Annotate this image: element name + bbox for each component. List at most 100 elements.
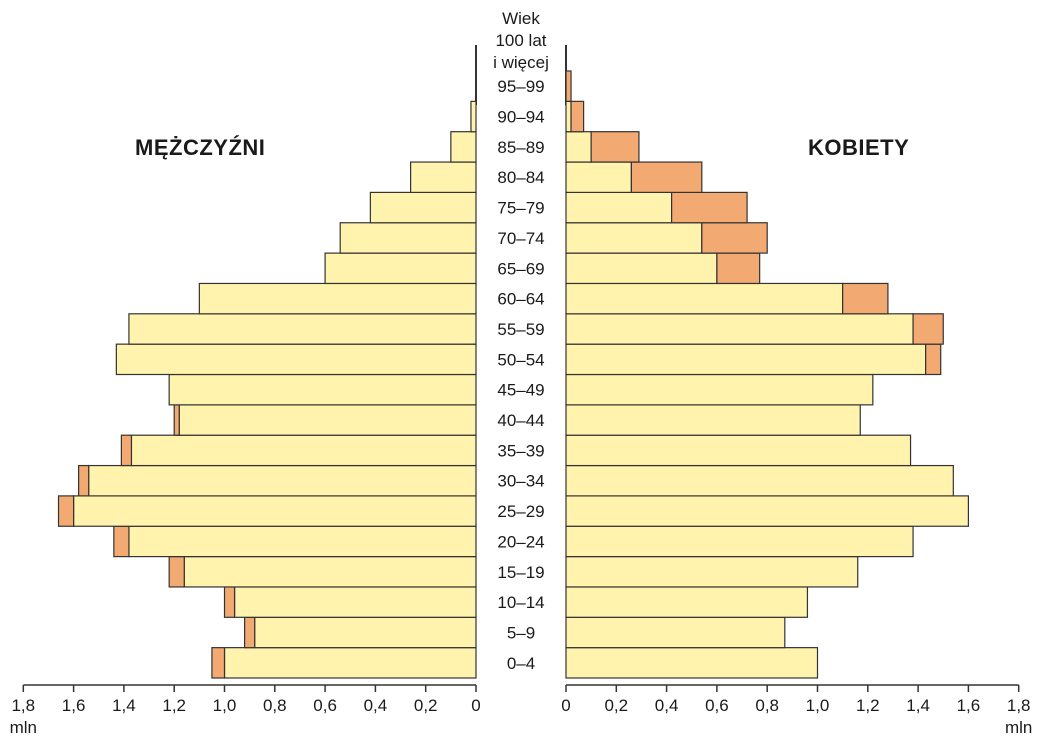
male-excess-bar-30–34 [78, 464, 90, 497]
male-bar-50–54 [115, 343, 477, 376]
female-excess-bar-75–79 [671, 191, 748, 224]
age-label-60–64: 60–64 [497, 290, 544, 309]
right-tick-label-6: 1,2 [856, 696, 880, 715]
age-label-85–89: 85–89 [497, 138, 544, 157]
age-label-30–34: 30–34 [497, 472, 544, 491]
right-tick-label-0: 0 [561, 696, 570, 715]
male-excess-bar-20–24 [113, 525, 130, 558]
male-bar-20–24 [128, 525, 477, 558]
left-tick-label-1: 1,6 [62, 696, 86, 715]
right-tick-label-7: 1,4 [906, 696, 930, 715]
female-excess-bar-95–99 [565, 70, 572, 102]
age-label-80–84: 80–84 [497, 168, 544, 187]
age-label-35–39: 35–39 [497, 441, 544, 460]
female-bar-70–74 [565, 222, 703, 254]
age-label-65–69: 65–69 [497, 259, 544, 278]
female-excess-bar-80–84 [630, 161, 703, 194]
age-label-90–94: 90–94 [497, 108, 544, 127]
age-label-0–4: 0–4 [507, 654, 535, 673]
left-tick-label-9: 0 [471, 696, 480, 715]
right-tick-label-2: 0,4 [655, 696, 679, 715]
female-excess-bar-85–89 [590, 131, 640, 163]
male-bar-0–4 [223, 647, 477, 679]
male-bar-45–49 [168, 373, 477, 406]
male-excess-bar-5–9 [244, 616, 256, 649]
female-bar-35–39 [565, 434, 912, 467]
right-tick-label-1: 0,2 [604, 696, 628, 715]
left-tick-label-5: 0,8 [263, 696, 287, 715]
left-tick-label-7: 0,4 [364, 696, 388, 715]
age-label-15–19: 15–19 [497, 563, 544, 582]
female-bar-40–44 [565, 404, 861, 436]
left-unit-label: mln [10, 718, 37, 737]
age-label-10–14: 10–14 [497, 593, 544, 612]
female-bar-0–4 [565, 647, 819, 679]
male-bar-55–59 [128, 313, 477, 345]
female-bar-10–14 [565, 586, 809, 618]
age-header-line-1: 100 lat [495, 31, 546, 50]
male-bar-35–39 [130, 434, 477, 467]
male-bar-70–74 [339, 222, 477, 254]
age-label-95–99: 95–99 [497, 77, 544, 96]
age-header-line-2: i więcej [493, 53, 549, 72]
male-bar-5–9 [254, 616, 477, 649]
left-tick-label-6: 0,6 [313, 696, 337, 715]
age-label-40–44: 40–44 [497, 411, 544, 430]
female-bar-5–9 [565, 616, 786, 649]
male-excess-bar-0–4 [211, 647, 226, 679]
female-excess-bar-55–59 [912, 313, 944, 345]
male-bar-10–14 [233, 586, 477, 618]
male-excess-bar-10–14 [223, 586, 236, 618]
male-excess-bar-15–19 [168, 555, 185, 588]
female-bar-85–89 [565, 131, 592, 163]
age-label-5–9: 5–9 [507, 623, 535, 642]
age-label-25–29: 25–29 [497, 502, 544, 521]
female-bar-15–19 [565, 555, 859, 588]
male-bar-30–34 [88, 464, 477, 497]
female-excess-bar-50–54 [925, 343, 942, 376]
left-tick-label-3: 1,2 [162, 696, 186, 715]
female-bar-55–59 [565, 313, 914, 345]
left-tick-label-2: 1,4 [112, 696, 136, 715]
male-bar-60–64 [198, 282, 477, 315]
female-bar-75–79 [565, 191, 673, 224]
left-tick-label-4: 1,0 [213, 696, 237, 715]
female-excess-bar-70–74 [701, 222, 768, 254]
female-excess-bar-90–94 [570, 100, 585, 133]
male-excess-bar-25–29 [57, 495, 75, 527]
age-label-75–79: 75–79 [497, 199, 544, 218]
female-bar-50–54 [565, 343, 927, 376]
female-bar-60–64 [565, 282, 844, 315]
female-excess-bar-65–69 [716, 252, 761, 285]
left-side-label: MĘŻCZYŹNI [135, 135, 266, 160]
male-bar-85–89 [450, 131, 477, 163]
male-bar-40–44 [178, 404, 477, 436]
age-label-45–49: 45–49 [497, 381, 544, 400]
male-bar-90–94 [470, 100, 477, 133]
female-bar-80–84 [565, 161, 632, 194]
male-bar-15–19 [183, 555, 477, 588]
female-excess-bar-60–64 [842, 282, 889, 315]
male-bar-80–84 [410, 161, 477, 194]
female-bar-65–69 [565, 252, 718, 285]
right-unit-label: mln [1005, 718, 1032, 737]
age-header-line-0: Wiek [502, 9, 540, 28]
female-bar-20–24 [565, 525, 914, 558]
right-side-label: KOBIETY [808, 135, 910, 160]
female-bar-45–49 [565, 373, 874, 406]
female-bar-30–34 [565, 464, 954, 497]
left-tick-label-8: 0,2 [414, 696, 438, 715]
female-bar-90–94 [565, 100, 572, 133]
right-tick-label-8: 1,6 [957, 696, 981, 715]
age-label-55–59: 55–59 [497, 320, 544, 339]
male-bar-75–79 [369, 191, 477, 224]
male-excess-bar-35–39 [120, 434, 133, 467]
age-label-20–24: 20–24 [497, 532, 544, 551]
left-tick-label-0: 1,8 [11, 696, 35, 715]
right-tick-label-4: 0,8 [755, 696, 779, 715]
male-bar-25–29 [72, 495, 477, 527]
female-bar-25–29 [565, 495, 969, 527]
right-tick-label-5: 1,0 [806, 696, 830, 715]
male-bar-65–69 [324, 252, 477, 285]
